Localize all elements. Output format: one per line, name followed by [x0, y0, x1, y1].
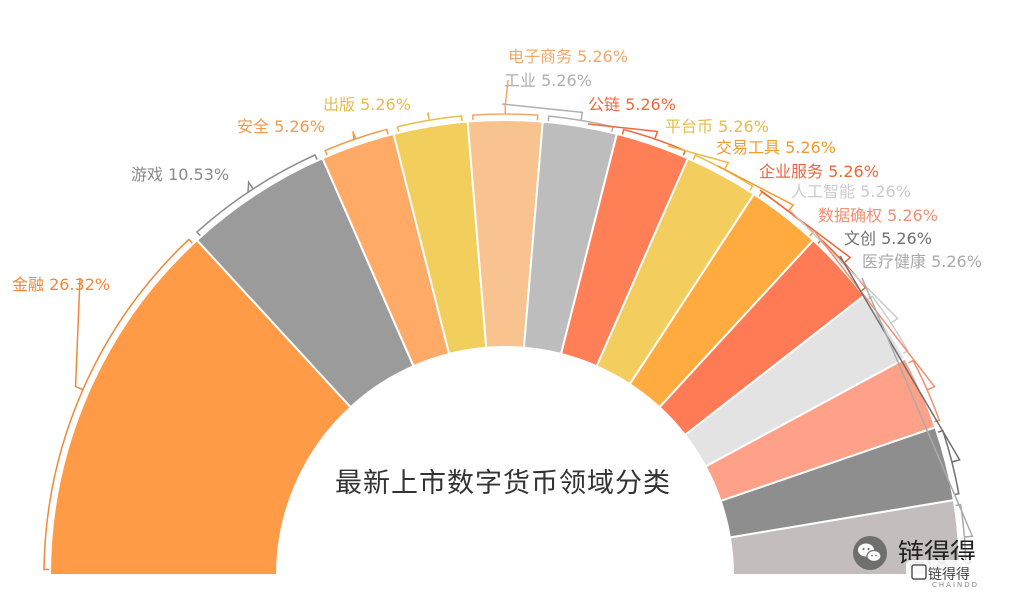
- slice-label-8: 平台币 5.26%: [665, 117, 769, 136]
- slice-1[interactable]: [48, 238, 353, 576]
- slice-label-5: 电子商务 5.26%: [508, 47, 628, 66]
- slice-14[interactable]: [728, 498, 962, 576]
- leader-line-13: [839, 255, 961, 496]
- logo-text: 链得得: [928, 566, 970, 583]
- slice-label-3: 安全 5.26%: [237, 117, 325, 136]
- wechat-icon: [853, 536, 887, 570]
- leader-line-2: [195, 153, 318, 237]
- slice-label-10: 企业服务 5.26%: [759, 162, 879, 181]
- slices-group: [48, 119, 962, 576]
- slice-label-11: 人工智能 5.26%: [791, 182, 911, 201]
- slice-label-14: 医疗健康 5.26%: [862, 252, 982, 271]
- watermark: 链得得 链得得 CHAINDD: [853, 536, 988, 590]
- slice-label-1: 金融 26.32%: [12, 275, 110, 294]
- slice-label-13: 文创 5.26%: [844, 229, 932, 248]
- leader-line-5: [471, 79, 539, 121]
- slice-label-4: 出版 5.26%: [323, 95, 411, 114]
- leader-line-1: [43, 238, 193, 571]
- chart-title: 最新上市数字货币领域分类: [335, 468, 671, 499]
- slice-label-2: 游戏 10.53%: [131, 165, 229, 184]
- chaindd-logo: 链得得 CHAINDD: [906, 560, 988, 590]
- leader-lines-group: [43, 79, 974, 571]
- logo-subtext: CHAINDD: [932, 581, 979, 589]
- leader-line-3: [324, 128, 389, 156]
- slice-label-6: 工业 5.26%: [504, 71, 592, 90]
- slice-label-9: 交易工具 5.26%: [716, 138, 836, 157]
- leader-line-4: [396, 112, 463, 132]
- labels-group: 金融 26.32% 游戏 10.53% 安全 5.26% 出版 5.26% 电子商务 5…: [12, 47, 982, 294]
- slice-label-7: 公链 5.26%: [588, 95, 676, 114]
- slice-label-12: 数据确权 5.26%: [818, 206, 938, 225]
- leader-line-12: [814, 231, 941, 423]
